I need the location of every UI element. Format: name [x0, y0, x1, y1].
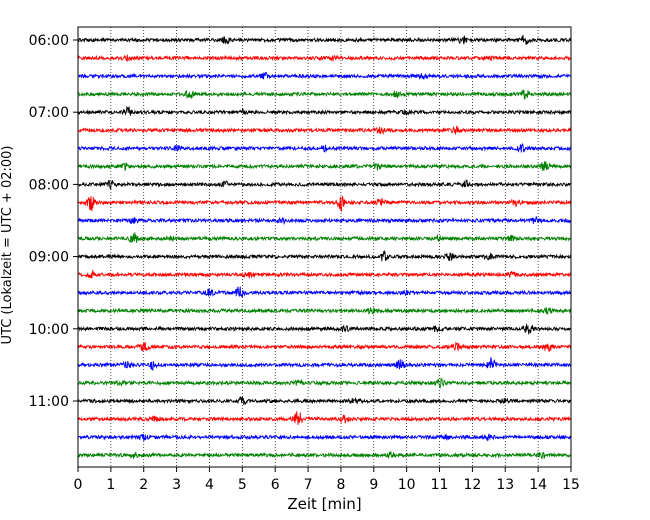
- seismic-trace-0815: [77, 195, 572, 213]
- x-axis-title: Zeit [min]: [287, 495, 361, 513]
- seismic-trace-0830: [77, 216, 572, 226]
- x-tick-label: 0: [74, 477, 83, 493]
- x-tick-label: 4: [205, 477, 214, 493]
- seismic-trace-1030: [77, 357, 572, 372]
- x-tick-label: 1: [106, 477, 115, 493]
- seismic-trace-0645: [77, 89, 572, 100]
- x-tick-label: 2: [139, 477, 148, 493]
- x-tick-label: 9: [369, 477, 378, 493]
- y-axis-title: UTC (Lokalzeit = UTC + 02:00): [0, 146, 15, 345]
- x-axis: 0 1 2 3 4 5 6 7 8 9 10 11 12 13 14 15: [74, 467, 580, 493]
- trace-group: [77, 35, 572, 460]
- plot-frame: [77, 26, 572, 468]
- x-tick-label: 8: [336, 477, 345, 493]
- seismic-trace-0930: [77, 286, 572, 298]
- grid-lines: [110, 27, 539, 467]
- seismic-trace-1045: [77, 377, 572, 389]
- seismic-trace-0715: [77, 125, 572, 136]
- seismic-trace-0630: [77, 71, 572, 81]
- seismic-trace-1100: [77, 396, 572, 406]
- seismic-trace-1000: [77, 323, 572, 335]
- seismic-trace-0730: [77, 142, 572, 153]
- x-tick-label: 10: [398, 477, 416, 493]
- seismic-trace-0945: [77, 306, 572, 315]
- x-tick-label: 11: [431, 477, 449, 493]
- y-tick-label: 09:00: [29, 250, 69, 266]
- x-tick-label: 6: [271, 477, 280, 493]
- seismic-trace-0845: [77, 232, 572, 244]
- seismic-trace-0700: [77, 105, 572, 116]
- seismic-trace-0900: [77, 249, 572, 262]
- x-tick-label: 5: [238, 477, 247, 493]
- y-axis: 06:00 07:00 08:00 09:00 10:00 11:00: [29, 33, 78, 410]
- seismic-trace-0600: [77, 35, 572, 45]
- y-tick-label: 10:00: [29, 322, 69, 338]
- seismic-trace-1115: [77, 411, 572, 425]
- x-tick-label: 15: [562, 477, 580, 493]
- seismic-trace-0915: [77, 268, 572, 279]
- x-tick-label: 3: [172, 477, 181, 493]
- x-tick-label: 12: [463, 477, 481, 493]
- seismic-trace-1130: [77, 433, 572, 442]
- seismic-trace-1145: [77, 450, 572, 460]
- seismic-trace-0745: [77, 161, 572, 172]
- seismic-trace-1015: [77, 341, 572, 352]
- seismic-trace-0800: [77, 179, 572, 191]
- y-tick-label: 06:00: [29, 33, 69, 49]
- seismic-trace-0615: [77, 54, 572, 62]
- x-tick-label: 13: [496, 477, 514, 493]
- y-tick-label: 07:00: [29, 105, 69, 121]
- y-tick-label: 08:00: [29, 177, 69, 193]
- x-tick-label: 7: [304, 477, 313, 493]
- y-tick-label: 11:00: [29, 394, 69, 410]
- x-tick-label: 14: [529, 477, 547, 493]
